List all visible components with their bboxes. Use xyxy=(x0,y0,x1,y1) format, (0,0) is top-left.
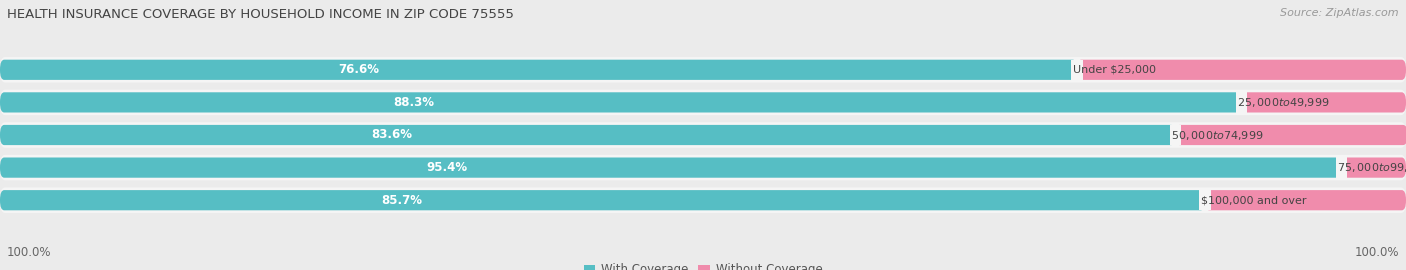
FancyBboxPatch shape xyxy=(0,187,1406,213)
Text: $50,000 to $74,999: $50,000 to $74,999 xyxy=(1171,129,1264,141)
Text: 100.0%: 100.0% xyxy=(7,246,52,259)
FancyBboxPatch shape xyxy=(1205,190,1406,210)
FancyBboxPatch shape xyxy=(0,122,1406,148)
FancyBboxPatch shape xyxy=(1341,157,1406,178)
Text: $25,000 to $49,999: $25,000 to $49,999 xyxy=(1237,96,1330,109)
Text: Source: ZipAtlas.com: Source: ZipAtlas.com xyxy=(1281,8,1399,18)
Text: Under $25,000: Under $25,000 xyxy=(1073,65,1156,75)
Legend: With Coverage, Without Coverage: With Coverage, Without Coverage xyxy=(579,259,827,270)
Text: 83.6%: 83.6% xyxy=(371,129,412,141)
FancyBboxPatch shape xyxy=(0,90,1406,115)
FancyBboxPatch shape xyxy=(0,57,1406,83)
FancyBboxPatch shape xyxy=(1175,125,1406,145)
FancyBboxPatch shape xyxy=(1241,92,1406,113)
FancyBboxPatch shape xyxy=(0,155,1406,180)
FancyBboxPatch shape xyxy=(0,125,1175,145)
FancyBboxPatch shape xyxy=(0,190,1205,210)
Bar xyxy=(1199,190,1211,210)
Text: HEALTH INSURANCE COVERAGE BY HOUSEHOLD INCOME IN ZIP CODE 75555: HEALTH INSURANCE COVERAGE BY HOUSEHOLD I… xyxy=(7,8,515,21)
FancyBboxPatch shape xyxy=(0,92,1241,113)
FancyBboxPatch shape xyxy=(0,60,1077,80)
Bar xyxy=(1170,125,1181,145)
Text: 85.7%: 85.7% xyxy=(381,194,422,207)
Text: 100.0%: 100.0% xyxy=(1354,246,1399,259)
Bar xyxy=(1336,157,1347,178)
Bar xyxy=(1236,92,1247,113)
Bar xyxy=(1071,60,1083,80)
Text: $75,000 to $99,999: $75,000 to $99,999 xyxy=(1337,161,1406,174)
FancyBboxPatch shape xyxy=(0,157,1341,178)
Text: 76.6%: 76.6% xyxy=(339,63,380,76)
FancyBboxPatch shape xyxy=(1077,60,1406,80)
Text: $100,000 and over: $100,000 and over xyxy=(1201,195,1306,205)
Text: 95.4%: 95.4% xyxy=(426,161,468,174)
Text: 88.3%: 88.3% xyxy=(394,96,434,109)
